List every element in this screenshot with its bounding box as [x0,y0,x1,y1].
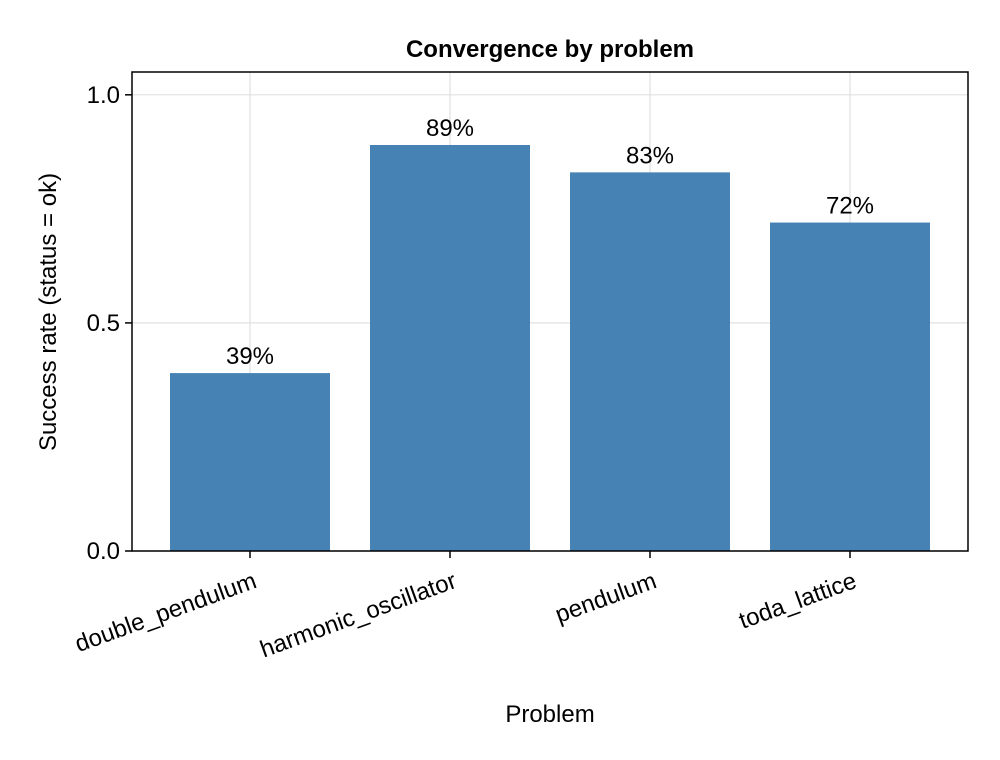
x-tick-label: toda_lattice [735,567,860,634]
bar-toda_lattice [770,222,930,552]
data-label-pendulum: 83% [626,142,674,169]
y-axis: 0.0 0.5 1.0 [87,82,132,565]
x-tick-label: harmonic_oscillator [257,567,461,663]
plot-frame [131,71,969,552]
y-tick-label: 0.0 [87,538,120,565]
y-tick-label: 0.5 [87,310,120,337]
bar-harmonic_oscillator [370,144,530,551]
y-axis-label: Success rate (status = ok) [35,173,62,451]
data-labels-layer: 39% 89% 83% 72% [226,115,874,370]
x-tick-label: double_pendulum [71,567,260,658]
chart-title: Convergence by problem [406,36,694,63]
data-label-double_pendulum: 39% [226,343,274,370]
bar-double_pendulum [170,373,330,551]
data-label-toda_lattice: 72% [826,193,874,220]
data-label-harmonic_oscillator: 89% [426,115,474,142]
bar-pendulum [570,172,730,551]
x-axis-label: Problem [505,701,594,728]
bars-layer [170,144,930,552]
y-tick-label: 1.0 [87,82,120,109]
x-tick-label: pendulum [552,567,660,628]
